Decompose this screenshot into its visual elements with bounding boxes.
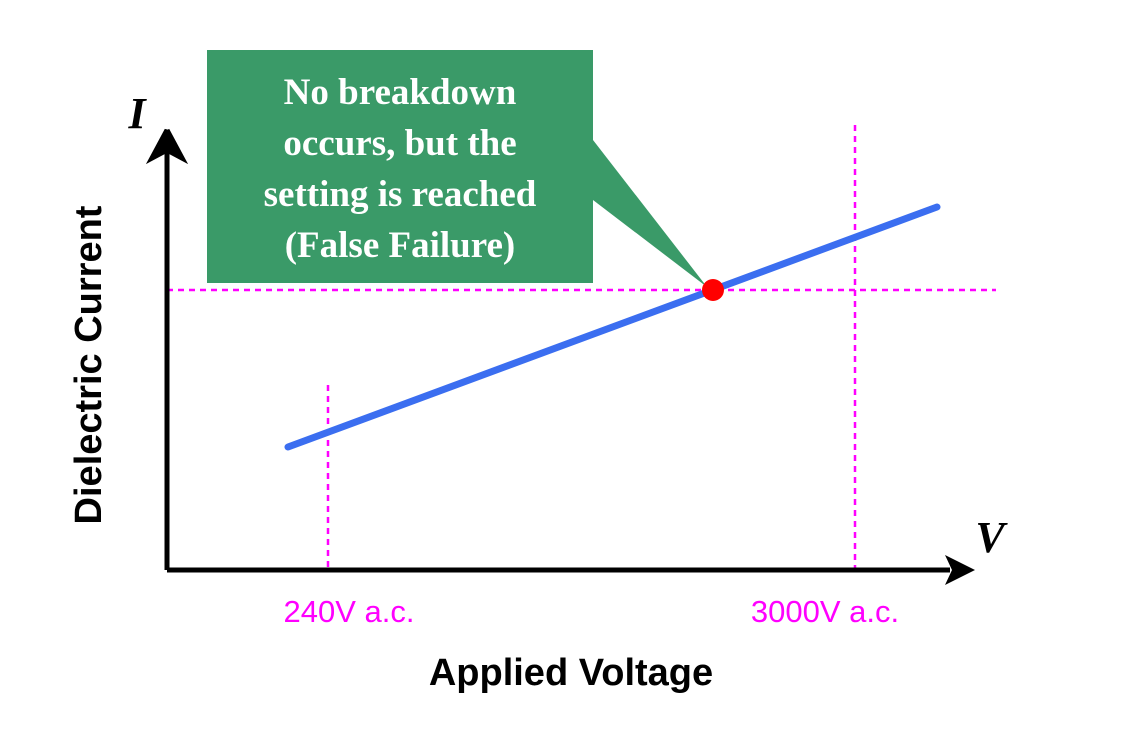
current-line <box>284 203 941 451</box>
x-axis-arrow <box>945 555 975 585</box>
callout-box <box>207 50 593 283</box>
marker-label: 240V a.c. <box>284 594 415 629</box>
marker-label: 3000V a.c. <box>751 594 899 629</box>
y-axis <box>145 128 189 570</box>
x-axis-label: Applied Voltage <box>429 652 713 694</box>
callout-text: (False Failure) <box>285 225 516 266</box>
callout-text: setting is reached <box>264 174 537 215</box>
y-axis-symbol: I <box>127 89 147 138</box>
callout-pointer <box>593 140 707 287</box>
x-axis-symbol: V <box>975 513 1008 562</box>
setting-point <box>702 279 724 301</box>
y-axis-label: Dielectric Current <box>68 205 110 524</box>
callout-text: occurs, but the <box>283 123 516 164</box>
callout-text: No breakdown <box>284 72 517 113</box>
